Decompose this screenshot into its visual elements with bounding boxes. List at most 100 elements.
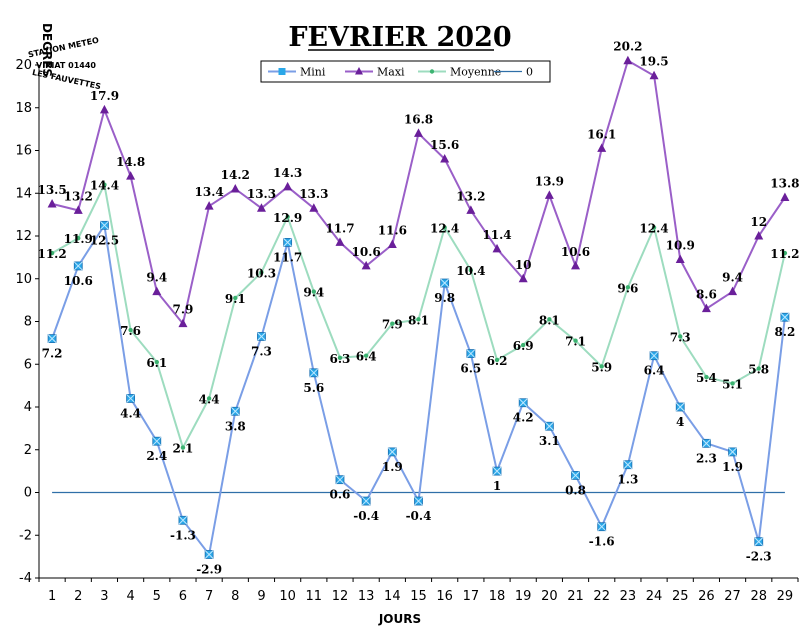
x-tick-label: 21	[567, 589, 584, 604]
x-tick-label: 25	[672, 589, 689, 604]
x-tick-label: 20	[541, 589, 558, 604]
y-tick-label: 12	[15, 229, 32, 244]
y-tick-label: 18	[15, 101, 32, 116]
marker-moyenne	[599, 364, 604, 369]
marker-mini-cross	[545, 421, 554, 431]
marker-mini-cross	[728, 447, 737, 457]
data-label-maxi: 13.3	[299, 187, 328, 201]
marker-moyenne	[651, 225, 657, 230]
data-label-moyenne: 11.2	[770, 247, 799, 261]
x-tick-label: 27	[724, 589, 741, 604]
data-label-moyenne: 8.1	[539, 313, 560, 327]
data-label-maxi: 11.6	[378, 224, 407, 238]
marker-mini-cross	[335, 475, 345, 485]
y-tick-label: 8	[24, 315, 32, 330]
data-label-mini: 4.2	[513, 411, 534, 425]
x-tick-label: 13	[358, 589, 375, 604]
data-label-moyenne: 7.6	[120, 324, 141, 338]
marker-mini-cross	[309, 368, 319, 378]
data-label-maxi: 20.2	[613, 40, 642, 54]
data-label-maxi: 11.7	[325, 221, 354, 235]
x-tick-label: 6	[179, 589, 187, 604]
data-label-maxi: 10.6	[561, 245, 590, 259]
marker-moyenne	[180, 445, 186, 450]
marker-mini-cross	[100, 220, 109, 230]
data-label-mini: 6.4	[644, 364, 665, 378]
marker-maxi	[73, 205, 83, 214]
x-tick-label: 1	[48, 589, 56, 604]
data-label-maxi: 13.2	[456, 189, 485, 203]
x-tick-label: 11	[306, 589, 323, 604]
marker-maxi	[571, 260, 581, 270]
marker-maxi	[649, 70, 659, 80]
marker-moyenne	[337, 355, 343, 361]
marker-mini-cross	[414, 496, 423, 506]
data-label-moyenne: 6.9	[513, 339, 534, 353]
marker-maxi	[204, 201, 214, 210]
data-label-moyenne: 6.3	[330, 352, 351, 366]
data-label-maxi: 13.5	[37, 183, 66, 197]
data-label-mini: 2.3	[696, 451, 717, 465]
marker-maxi	[728, 286, 738, 296]
data-label-mini: -1.3	[170, 528, 196, 542]
marker-maxi	[623, 55, 633, 65]
y-tick-label: 0	[24, 486, 32, 501]
marker-maxi	[466, 205, 476, 214]
marker-moyenne	[233, 295, 238, 301]
data-label-mini: 3.8	[225, 419, 246, 433]
data-label-maxi: 15.6	[430, 138, 459, 152]
x-tick-label: 8	[231, 589, 239, 604]
marker-maxi	[230, 183, 240, 193]
data-label-mini: 10.6	[64, 274, 93, 288]
marker-moyenne	[76, 235, 81, 241]
marker-maxi	[675, 254, 685, 264]
data-label-mini: 3.1	[539, 434, 560, 448]
data-label-maxi: 17.9	[90, 89, 119, 103]
marker-moyenne	[49, 250, 55, 256]
marker-moyenne	[678, 334, 683, 339]
marker-maxi	[414, 128, 423, 137]
data-label-maxi: 12	[750, 215, 767, 229]
marker-moyenne	[390, 321, 395, 326]
data-label-moyenne: 10.3	[247, 266, 276, 280]
y-tick-label: 20	[15, 58, 32, 73]
x-tick-label: 10	[279, 589, 296, 604]
x-tick-label: 3	[100, 589, 108, 604]
data-label-maxi: 9.4	[146, 271, 167, 285]
data-label-moyenne: 7.3	[670, 330, 691, 344]
data-label-moyenne: 7.1	[565, 335, 586, 349]
x-tick-label: 18	[489, 589, 506, 604]
marker-mini-cross	[597, 522, 607, 532]
data-label-moyenne: 12.4	[639, 221, 668, 235]
marker-mini-cross	[230, 406, 240, 416]
marker-mini-cross	[387, 447, 397, 457]
marker-maxi	[361, 260, 371, 270]
data-label-maxi: 13.3	[247, 187, 276, 201]
data-label-maxi: 13.8	[770, 177, 799, 191]
data-label-maxi: 13.4	[195, 185, 224, 199]
marker-maxi	[518, 273, 528, 283]
marker-mini-cross	[361, 496, 371, 506]
data-label-moyenne: 6.2	[487, 354, 508, 368]
marker-maxi	[492, 243, 502, 253]
marker-maxi	[283, 181, 293, 191]
data-label-mini: 12.5	[90, 233, 119, 247]
y-tick-label: -4	[19, 571, 32, 586]
data-labels: 7.210.612.54.42.4-1.3-2.93.87.311.75.60.…	[37, 40, 799, 577]
marker-moyenne	[494, 357, 500, 363]
marker-maxi	[152, 286, 162, 296]
data-label-maxi: 16.1	[587, 127, 616, 141]
x-tick-label: 16	[436, 589, 453, 604]
marker-maxi	[701, 303, 711, 313]
data-label-maxi: 7.9	[173, 303, 194, 317]
y-tick-label: 6	[24, 357, 32, 372]
x-axis-title: JOURS	[378, 612, 421, 626]
data-label-mini: 1	[493, 479, 501, 493]
data-label-moyenne: 12.9	[273, 211, 302, 225]
data-label-mini: -1.6	[589, 535, 615, 549]
legend-marker-moyenne	[429, 69, 435, 74]
x-tick-label: 15	[410, 589, 427, 604]
data-label-mini: 7.2	[42, 347, 63, 361]
data-label-moyenne: 7.9	[382, 318, 403, 332]
data-label-mini: 9.8	[434, 291, 455, 305]
